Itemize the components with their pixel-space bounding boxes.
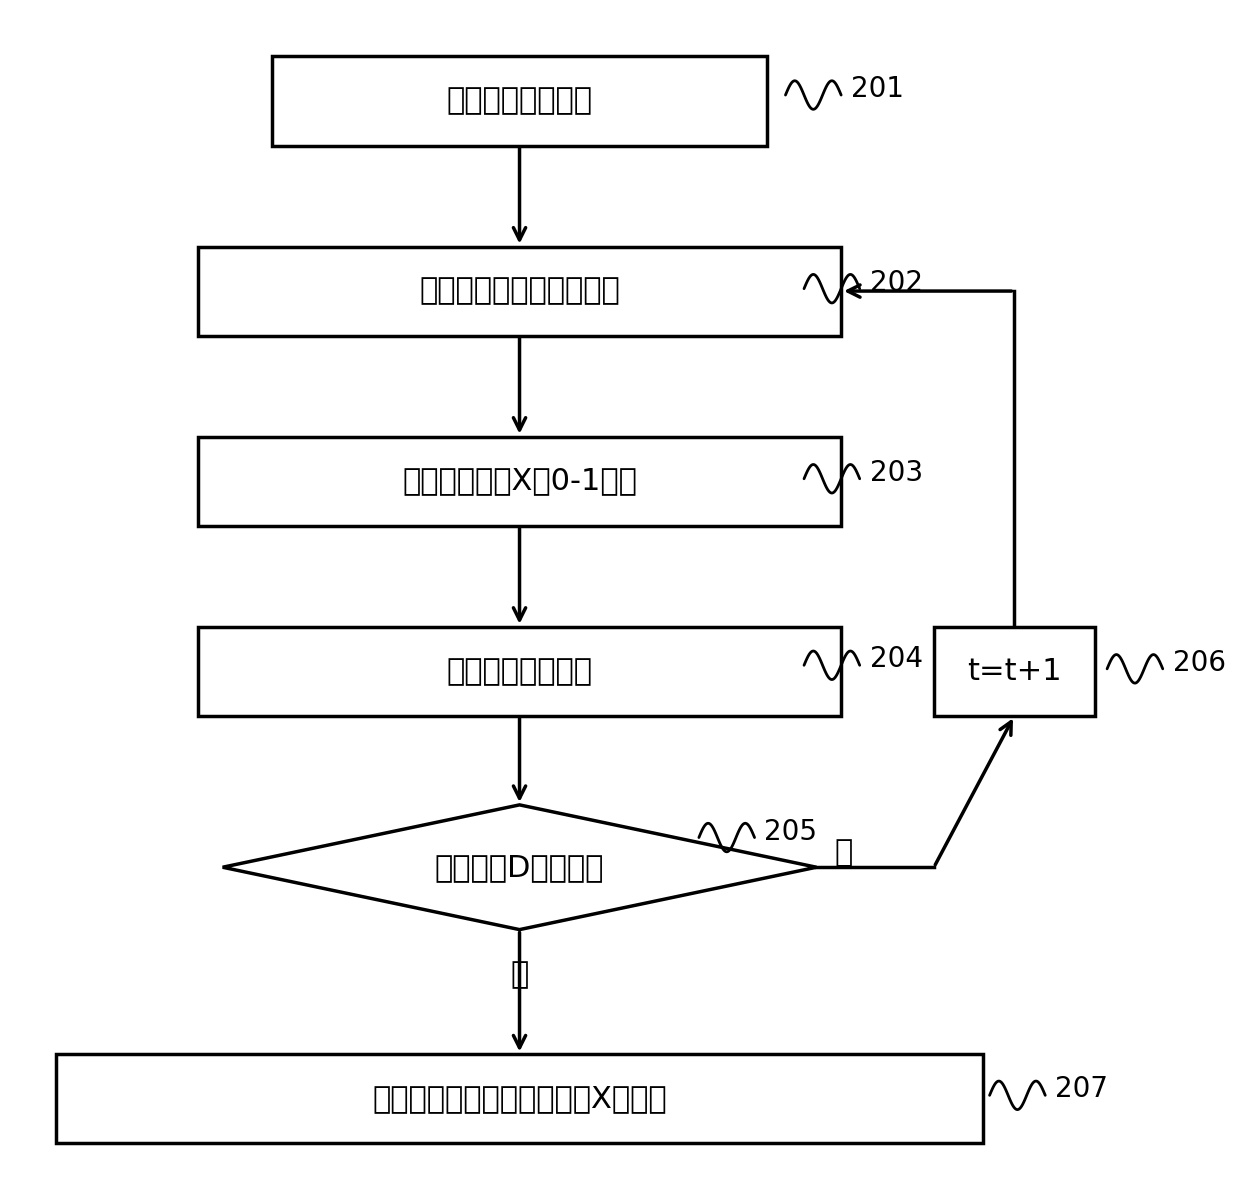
Text: t=t+1: t=t+1 <box>967 657 1061 685</box>
Text: 202: 202 <box>869 268 923 297</box>
FancyBboxPatch shape <box>934 627 1095 715</box>
FancyBboxPatch shape <box>272 57 766 146</box>
Text: 是: 是 <box>511 960 528 990</box>
Text: 205: 205 <box>764 817 817 846</box>
Text: 203: 203 <box>869 459 923 487</box>
Text: 否: 否 <box>835 839 853 867</box>
Text: 204: 204 <box>869 645 923 674</box>
FancyBboxPatch shape <box>56 1055 983 1143</box>
Text: 无人机缓存初始化: 无人机缓存初始化 <box>446 87 593 115</box>
FancyBboxPatch shape <box>198 437 841 526</box>
Text: 迭代结束，无人机缓存变量X去松弛: 迭代结束，无人机缓存变量X去松弛 <box>372 1085 667 1113</box>
FancyBboxPatch shape <box>198 247 841 336</box>
Text: 顺序更新无人机缓存变量: 顺序更新无人机缓存变量 <box>419 277 620 305</box>
Text: 更新拉格朗日乘子: 更新拉格朗日乘子 <box>446 657 593 685</box>
FancyBboxPatch shape <box>198 627 841 715</box>
Text: 固定缓存变量X在0-1之间: 固定缓存变量X在0-1之间 <box>402 467 637 495</box>
Text: 用户时延D不再变化: 用户时延D不再变化 <box>435 853 604 881</box>
Text: 201: 201 <box>851 75 904 103</box>
Text: 207: 207 <box>1055 1075 1109 1104</box>
Text: 206: 206 <box>1173 649 1225 677</box>
Polygon shape <box>223 805 816 929</box>
